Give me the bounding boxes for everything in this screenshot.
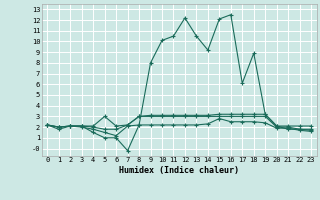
X-axis label: Humidex (Indice chaleur): Humidex (Indice chaleur) — [119, 166, 239, 175]
